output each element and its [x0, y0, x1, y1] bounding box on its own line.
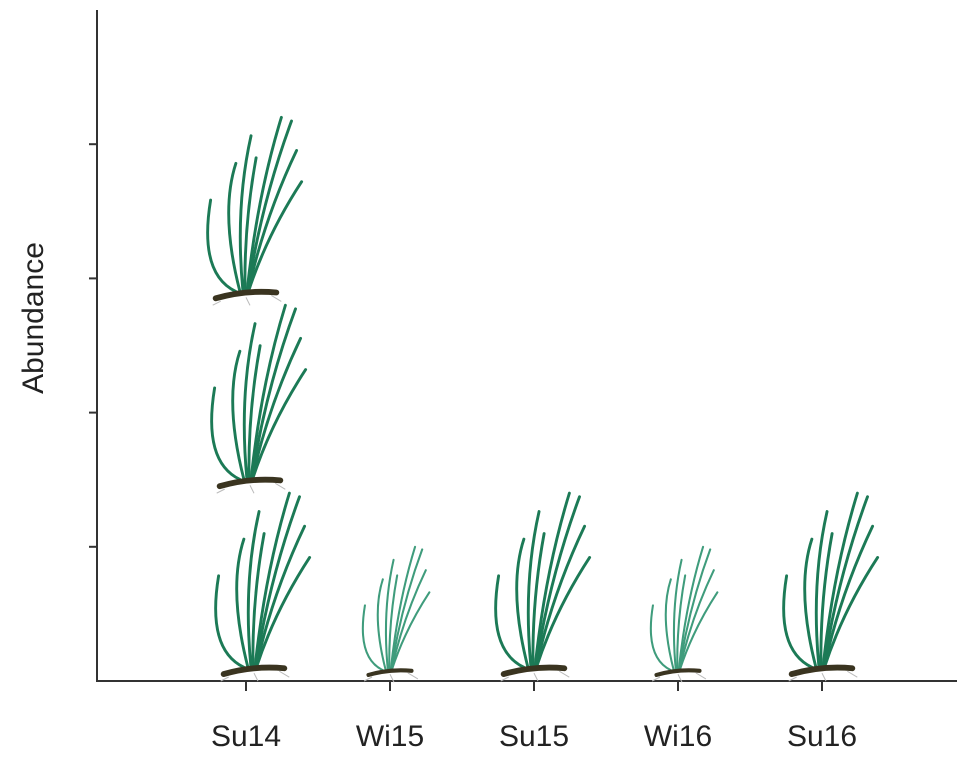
- x-tick-label: Su14: [211, 720, 281, 753]
- blade: [254, 524, 307, 669]
- blade: [206, 198, 238, 294]
- blade: [814, 510, 829, 669]
- blade: [254, 495, 301, 669]
- blade: [376, 578, 387, 672]
- blade: [782, 574, 814, 669]
- rhizome: [220, 664, 288, 678]
- blade: [494, 574, 526, 669]
- pictogram-bar: [649, 545, 719, 683]
- blade: [821, 491, 859, 669]
- pictogram-bar: [206, 115, 312, 682]
- pictogram-bar: [494, 491, 592, 682]
- blade: [250, 336, 303, 481]
- blade: [246, 180, 304, 294]
- blade: [649, 604, 672, 672]
- blade: [678, 591, 719, 672]
- blade: [245, 115, 283, 294]
- rhizome: [788, 664, 856, 678]
- roots: [363, 672, 419, 683]
- blade: [231, 349, 246, 481]
- blade: [384, 558, 395, 672]
- blade: [235, 537, 250, 669]
- blade: [361, 604, 384, 672]
- blade: [242, 322, 257, 481]
- blade: [246, 510, 261, 669]
- blade: [246, 119, 293, 294]
- blade: [819, 532, 834, 669]
- blade: [534, 495, 581, 669]
- blade: [390, 548, 424, 672]
- blade: [822, 524, 875, 669]
- blade: [227, 161, 242, 294]
- roots: [500, 670, 570, 682]
- blade: [388, 574, 399, 672]
- blade: [531, 532, 546, 669]
- blade: [533, 491, 571, 669]
- blade: [390, 569, 427, 672]
- blade: [677, 545, 705, 672]
- rhizome: [654, 668, 702, 677]
- blade: [664, 578, 675, 672]
- blade: [672, 558, 683, 672]
- x-tick-label: Su16: [787, 720, 857, 753]
- rhizome: [500, 664, 568, 678]
- roots: [220, 670, 290, 682]
- rhizome: [216, 476, 284, 490]
- blade: [254, 556, 312, 669]
- rhizome: [212, 288, 280, 302]
- blade: [251, 532, 266, 669]
- blade: [678, 548, 712, 672]
- pictogram-bar: [361, 545, 431, 683]
- rhizome: [366, 668, 414, 677]
- blade: [676, 574, 687, 672]
- blade: [246, 149, 299, 294]
- blade: [249, 303, 287, 481]
- blade: [238, 134, 253, 294]
- blade: [534, 556, 592, 669]
- y-axis-label: Abundance: [17, 242, 50, 394]
- blade: [243, 156, 258, 294]
- roots: [212, 295, 282, 306]
- blade: [822, 556, 880, 669]
- blade: [515, 537, 530, 669]
- roots: [788, 670, 858, 682]
- blade: [803, 537, 818, 669]
- blade: [526, 510, 541, 669]
- blade: [822, 495, 869, 669]
- x-tick-label: Wi15: [356, 720, 424, 753]
- x-tick-label: Su15: [499, 720, 569, 753]
- blade: [250, 307, 297, 481]
- x-tick-label: Wi16: [644, 720, 712, 753]
- pictogram-bar: [782, 491, 880, 682]
- blade: [253, 491, 291, 669]
- blade: [390, 591, 431, 672]
- blade: [250, 368, 308, 481]
- blade: [678, 569, 715, 672]
- blade: [247, 344, 262, 481]
- roots: [216, 482, 286, 494]
- blade: [389, 545, 417, 672]
- roots: [651, 672, 707, 683]
- blade: [210, 386, 242, 481]
- blade: [534, 524, 587, 669]
- blade: [214, 574, 246, 669]
